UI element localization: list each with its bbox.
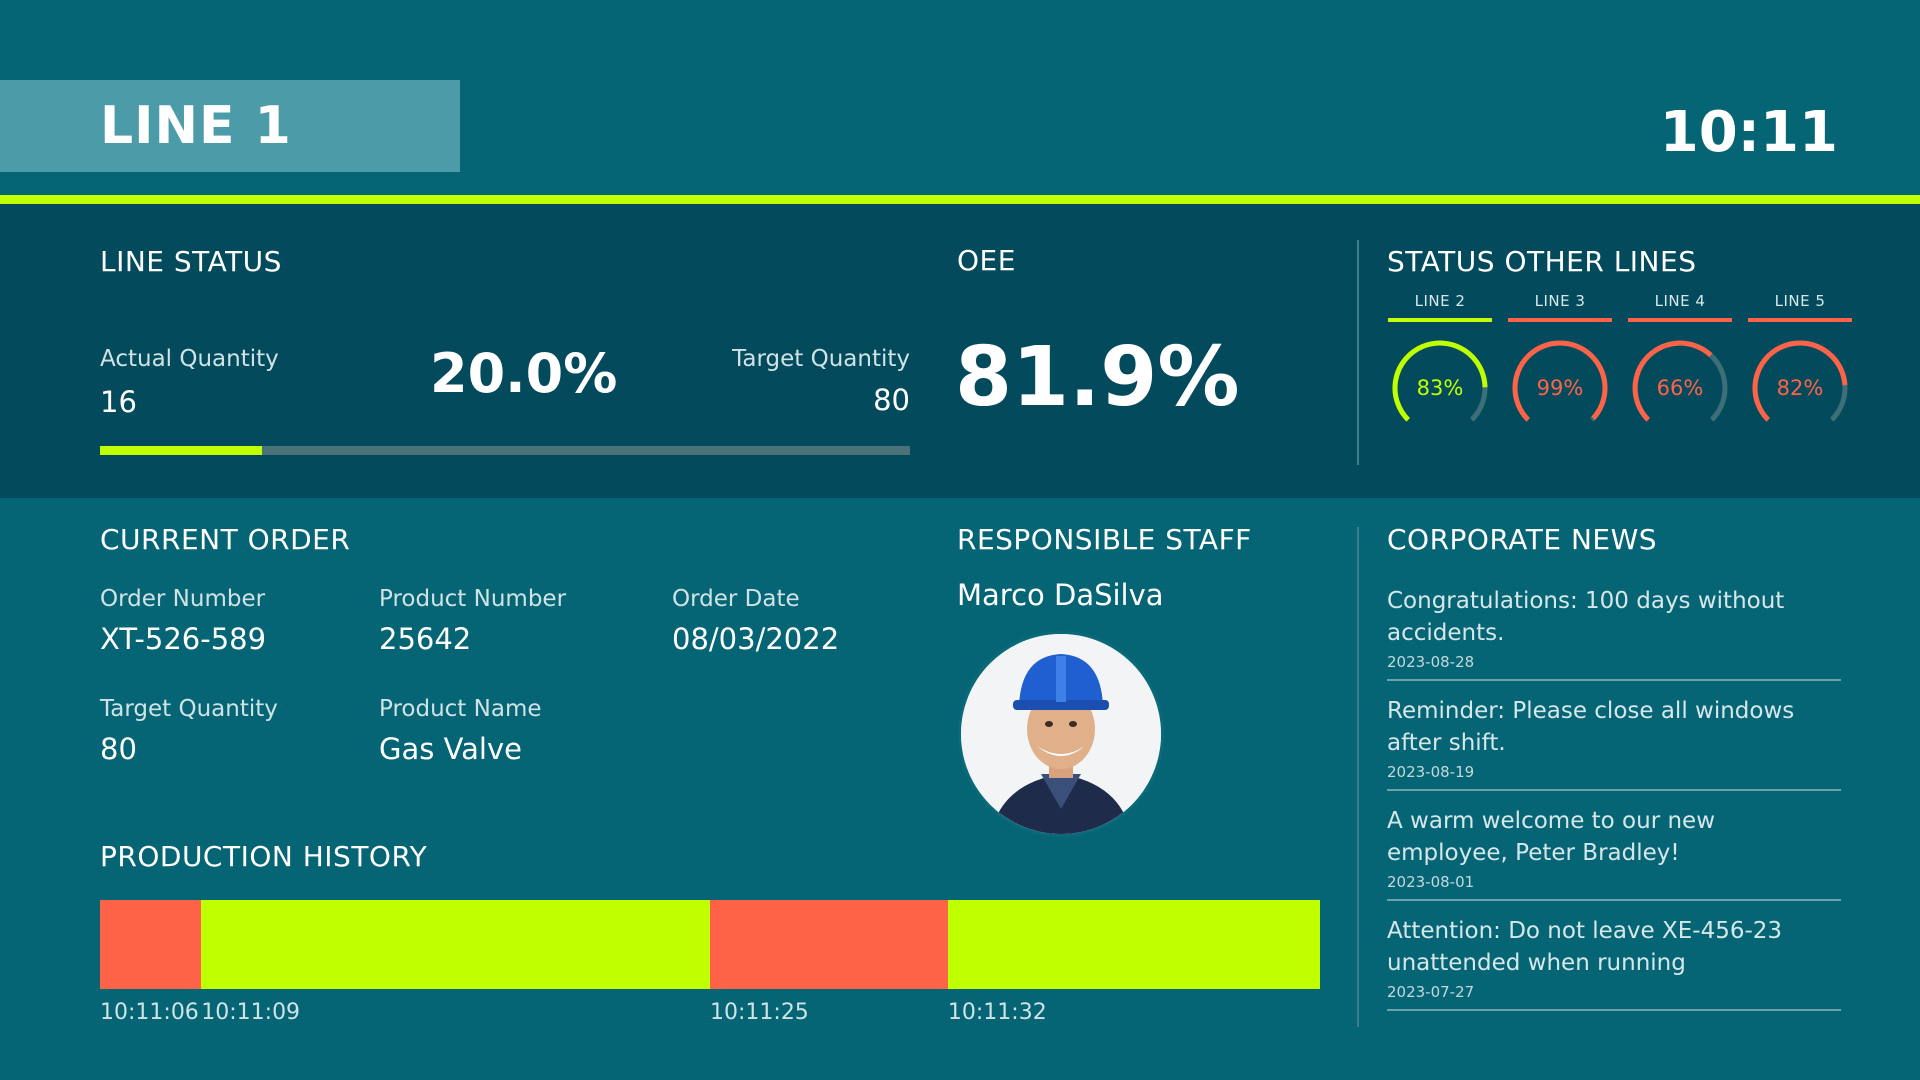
clock: 10:11 [1659, 100, 1838, 165]
news-item: Attention: Do not leave XE-456-23 unatte… [1387, 915, 1841, 1011]
order-date-label: Order Date [672, 586, 800, 612]
history-segment-running [947, 900, 1320, 989]
line-gauge-underline [1748, 318, 1852, 322]
product-number-label: Product Number [379, 586, 567, 612]
order-number-label: Order Number [100, 586, 266, 612]
product-number-value: 25642 [379, 622, 472, 656]
oee-value: 81.9% [955, 330, 1240, 425]
oee-title: OEE [957, 244, 1016, 277]
line-gauge-underline [1628, 318, 1732, 322]
history-segment-running [201, 900, 710, 989]
actual-quantity-value: 16 [100, 385, 137, 419]
line-gauge-label: LINE 5 [1774, 292, 1826, 310]
current-order-title: CURRENT ORDER [100, 523, 351, 556]
line-gauge-underline [1508, 318, 1612, 322]
product-name-value: Gas Valve [379, 732, 522, 766]
line-title: LINE 1 [100, 96, 292, 156]
line-gauge-value-arc [1392, 340, 1488, 422]
line-gauge-ring: 83% [1392, 340, 1488, 422]
line-gauge: LINE 3 99% [1508, 292, 1612, 440]
quantity-progress-fill [100, 446, 262, 455]
worker-portrait-icon [961, 634, 1161, 834]
completion-percent: 20.0% [430, 342, 618, 405]
news-item: Reminder: Please close all windows after… [1387, 695, 1841, 791]
line-gauge-ring: 82% [1752, 340, 1848, 422]
line-gauge-value: 83% [1417, 376, 1464, 400]
quantity-progress-bar [100, 446, 910, 455]
line-gauge-value-arc [1512, 340, 1608, 422]
line-gauge-value: 82% [1777, 376, 1824, 400]
line-gauge-label: LINE 2 [1414, 292, 1466, 310]
history-time-label: 10:11:32 [947, 1000, 1047, 1025]
line-gauge-value: 66% [1657, 376, 1704, 400]
staff-avatar [958, 631, 1164, 837]
staff-name: Marco DaSilva [957, 578, 1164, 612]
history-segment-stopped [100, 900, 202, 989]
news-item-date: 2023-08-28 [1387, 653, 1475, 671]
news-divider [1357, 527, 1359, 1027]
line-gauge-value-arc [1752, 340, 1848, 422]
line-gauge-value: 99% [1537, 376, 1584, 400]
news-separator [1387, 1009, 1841, 1011]
corporate-news-title: CORPORATE NEWS [1387, 523, 1658, 556]
line-header-tab [0, 80, 460, 172]
news-item: A warm welcome to our new employee, Pete… [1387, 805, 1841, 901]
line-gauge-label: LINE 3 [1534, 292, 1586, 310]
order-target-quantity-label: Target Quantity [100, 696, 278, 722]
production-history-title: PRODUCTION HISTORY [100, 840, 428, 873]
line-gauge-ring: 99% [1512, 340, 1608, 422]
line-status-title: LINE STATUS [100, 245, 282, 278]
order-number-value: XT-526-589 [100, 622, 267, 656]
news-item-date: 2023-08-19 [1387, 763, 1475, 781]
news-item-date: 2023-07-27 [1387, 983, 1475, 1001]
news-item-date: 2023-08-01 [1387, 873, 1475, 891]
line-gauge-label: LINE 4 [1654, 292, 1706, 310]
target-quantity-label: Target Quantity [732, 346, 910, 372]
news-item-text: Attention: Do not leave XE-456-23 unatte… [1387, 918, 1783, 976]
other-lines-title: STATUS OTHER LINES [1387, 245, 1697, 278]
history-time-label: 10:11:25 [710, 1000, 809, 1025]
line-gauge: LINE 5 82% [1748, 292, 1852, 440]
responsible-staff-title: RESPONSIBLE STAFF [957, 523, 1252, 556]
accent-divider [0, 195, 1920, 204]
news-separator [1387, 899, 1841, 901]
news-item-text: A warm welcome to our new employee, Pete… [1387, 808, 1716, 866]
actual-quantity-label: Actual Quantity [100, 346, 279, 372]
order-target-quantity-value: 80 [100, 732, 137, 766]
history-time-label: 10:11:09 [201, 1000, 301, 1025]
history-time-label: 10:11:06 [100, 1000, 199, 1025]
target-quantity-value: 80 [873, 383, 910, 417]
news-item-text: Reminder: Please close all windows after… [1387, 698, 1795, 756]
status-divider [1357, 240, 1359, 465]
news-separator [1387, 789, 1841, 791]
production-history-bar [100, 900, 1320, 989]
history-segment-stopped [709, 900, 948, 989]
order-date-value: 08/03/2022 [672, 622, 840, 656]
line-gauge-underline [1388, 318, 1492, 322]
news-separator [1387, 679, 1841, 681]
line-gauge-value-arc [1632, 340, 1713, 422]
line-gauge: LINE 2 83% [1388, 292, 1492, 440]
news-item-text: Congratulations: 100 days without accide… [1387, 588, 1785, 646]
product-name-label: Product Name [379, 696, 542, 722]
news-item: Congratulations: 100 days without accide… [1387, 585, 1841, 681]
line-gauge: LINE 4 66% [1628, 292, 1732, 440]
line-gauge-ring: 66% [1632, 340, 1728, 422]
